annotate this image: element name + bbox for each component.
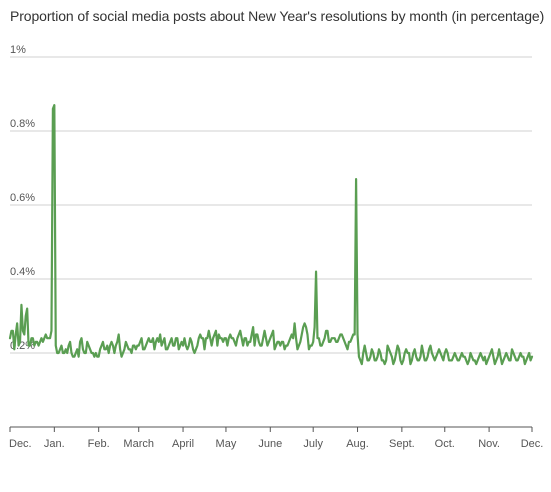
x-tick-label: May bbox=[216, 438, 237, 450]
x-tick-label: Aug. bbox=[346, 438, 369, 450]
gridlines bbox=[10, 56, 532, 354]
series-group bbox=[8, 104, 534, 366]
x-tick-label: June bbox=[258, 438, 282, 450]
x-tick-label: April bbox=[172, 438, 194, 450]
x-tick-label: March bbox=[123, 438, 154, 450]
y-tick-label: 0.6% bbox=[10, 192, 35, 204]
x-tick-label: Jan. bbox=[44, 438, 65, 450]
x-tick-label: July bbox=[303, 438, 323, 450]
x-tick-label: Nov. bbox=[478, 438, 500, 450]
x-tick-label: Dec. bbox=[521, 438, 544, 450]
chart-title: Proportion of social media posts about N… bbox=[10, 8, 545, 24]
y-axis-labels: 0.2%0.4%0.6%0.8%1% bbox=[10, 44, 35, 352]
x-tick-label: Dec. bbox=[9, 438, 32, 450]
x-axis: Dec. Jan. Feb. March April May June July Aug. Sep… bbox=[9, 426, 544, 450]
x-tick-label: Oct. bbox=[435, 438, 455, 450]
x-tick-label: Sept. bbox=[389, 438, 415, 450]
y-tick-label: 0.4% bbox=[10, 266, 35, 278]
series-line bbox=[8, 104, 534, 366]
y-tick-label: 1% bbox=[10, 44, 26, 56]
x-tick-label: Feb. bbox=[88, 438, 110, 450]
y-tick-label: 0.8% bbox=[10, 118, 35, 130]
